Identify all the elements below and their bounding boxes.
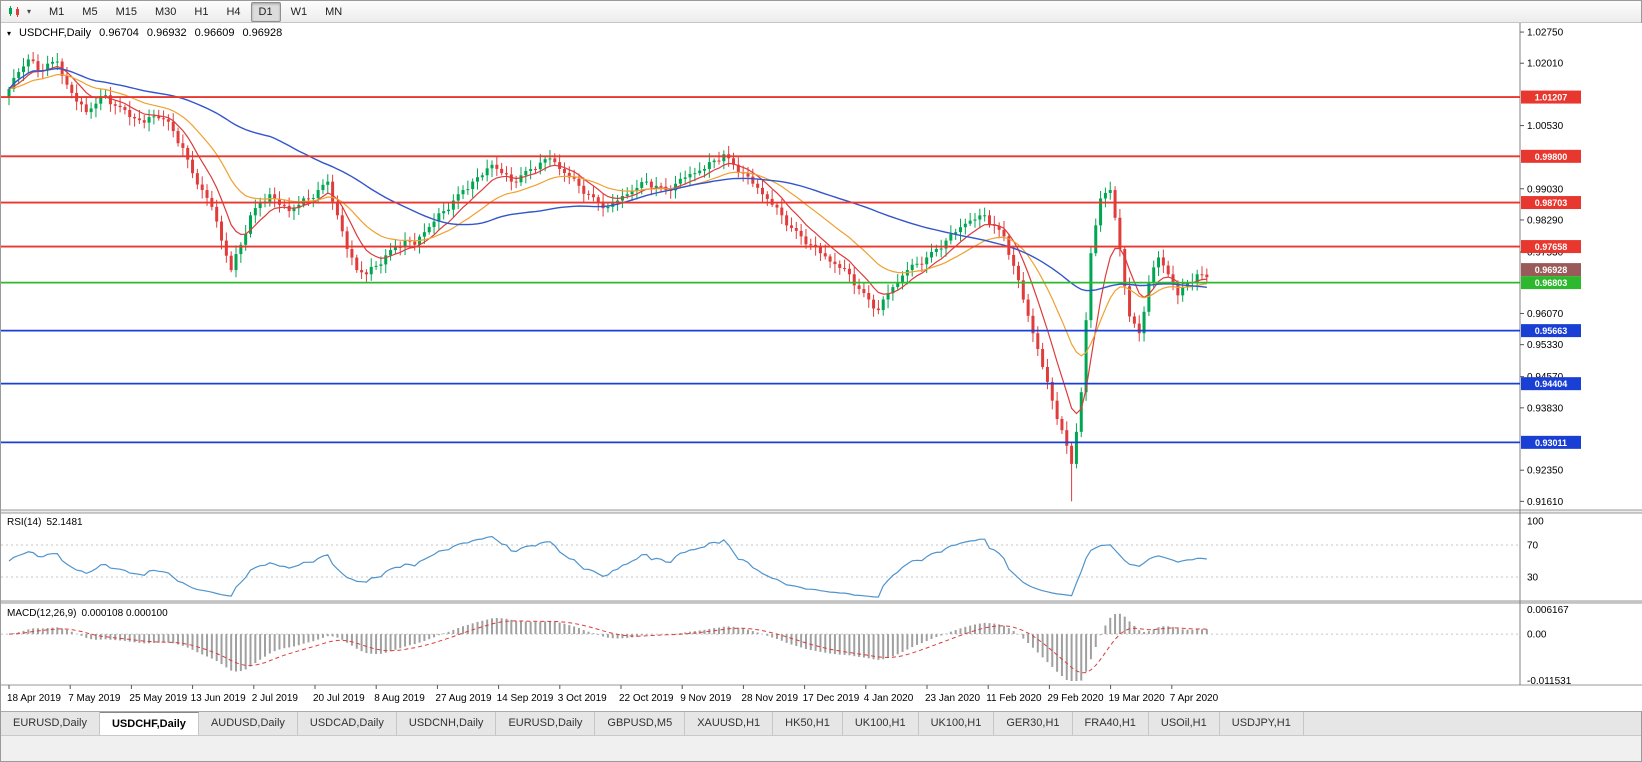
chart-tab-usdchf-daily[interactable]: USDCHF,Daily xyxy=(99,712,199,735)
svg-text:30: 30 xyxy=(1527,573,1539,584)
chart-canvas[interactable]: 1.027501.020101.005300.990300.982900.975… xyxy=(1,23,1642,711)
svg-text:0.97658: 0.97658 xyxy=(1535,242,1568,252)
svg-text:29 Feb 2020: 29 Feb 2020 xyxy=(1047,693,1104,704)
svg-text:1.01207: 1.01207 xyxy=(1535,93,1568,103)
svg-text:0.00: 0.00 xyxy=(1527,630,1547,641)
timeframe-button-m1[interactable]: M1 xyxy=(49,5,65,18)
svg-text:20 Jul 2019: 20 Jul 2019 xyxy=(313,693,365,704)
chart-tab-uk100-h1[interactable]: UK100,H1 xyxy=(918,712,995,735)
svg-text:11 Feb 2020: 11 Feb 2020 xyxy=(986,693,1042,704)
ohlc-close: 0.96928 xyxy=(242,27,283,39)
chart-tab-usdcnh-daily[interactable]: USDCNH,Daily xyxy=(396,712,497,735)
collapse-indicator-icon[interactable]: ▾ xyxy=(7,28,12,38)
timeframe-button-mn[interactable]: MN xyxy=(325,5,343,18)
chart-title: USDCHF,Daily xyxy=(19,27,92,39)
chart-tab-audusd-daily[interactable]: AUDUSD,Daily xyxy=(198,712,298,735)
chart-tab-usdjpy-h1[interactable]: USDJPY,H1 xyxy=(1219,712,1304,735)
macd-indicator-label: MACD(12,26,9) 0.000108 0.000100 xyxy=(7,608,168,619)
chart-tab-eurusd-daily[interactable]: EURUSD,Daily xyxy=(496,712,596,735)
timeframe-button-h4[interactable]: H4 xyxy=(226,5,241,18)
chart-tab-hk50-h1[interactable]: HK50,H1 xyxy=(773,712,843,735)
svg-text:0.92350: 0.92350 xyxy=(1527,466,1564,477)
ohlc-open: 0.96704 xyxy=(99,27,139,39)
svg-text:0.99800: 0.99800 xyxy=(1535,152,1568,162)
svg-text:1.02750: 1.02750 xyxy=(1527,28,1564,39)
chart-tab-xauusd-h1[interactable]: XAUUSD,H1 xyxy=(685,712,774,735)
chart-tab-fra40-h1[interactable]: FRA40,H1 xyxy=(1072,712,1149,735)
timeframe-button-w1[interactable]: W1 xyxy=(290,5,308,18)
svg-text:0.98703: 0.98703 xyxy=(1535,198,1568,208)
svg-text:7 May 2019: 7 May 2019 xyxy=(68,693,121,704)
svg-text:18 Apr 2019: 18 Apr 2019 xyxy=(7,693,61,704)
chart-tab-gbpusd-m5[interactable]: GBPUSD,M5 xyxy=(595,712,686,735)
svg-text:2 Jul 2019: 2 Jul 2019 xyxy=(252,693,299,704)
svg-text:0.95330: 0.95330 xyxy=(1527,340,1564,351)
svg-text:0.96928: 0.96928 xyxy=(1535,265,1568,275)
timeframe-toolbar: ▾ M1 M5 M15 M30 H1 H4 D1 W1 MN xyxy=(1,1,1641,23)
chart-ohlc-header: ▾ USDCHF,Daily 0.96704 0.96932 0.96609 0… xyxy=(7,27,282,39)
ohlc-low: 0.96609 xyxy=(194,27,235,39)
toolbar-dropdown-icon[interactable]: ▾ xyxy=(27,7,32,16)
timeframe-button-h1[interactable]: H1 xyxy=(194,5,209,18)
svg-text:0.96070: 0.96070 xyxy=(1527,309,1564,320)
svg-text:100: 100 xyxy=(1527,517,1544,528)
svg-text:14 Sep 2019: 14 Sep 2019 xyxy=(497,693,554,704)
svg-text:1.02010: 1.02010 xyxy=(1527,59,1564,70)
svg-text:28 Nov 2019: 28 Nov 2019 xyxy=(741,693,798,704)
svg-text:70: 70 xyxy=(1527,541,1539,552)
svg-text:0.94404: 0.94404 xyxy=(1535,379,1568,389)
chart-tab-ger30-h1[interactable]: GER30,H1 xyxy=(994,712,1073,735)
chart-generated-layer: 1.027501.020101.005300.990300.982900.975… xyxy=(1,23,1642,711)
svg-text:4 Jan 2020: 4 Jan 2020 xyxy=(864,693,914,704)
svg-text:0.99030: 0.99030 xyxy=(1527,184,1564,195)
svg-text:23 Jan 2020: 23 Jan 2020 xyxy=(925,693,980,704)
svg-text:13 Jun 2019: 13 Jun 2019 xyxy=(191,693,246,704)
chart-tab-usoil-h1[interactable]: USOil,H1 xyxy=(1148,712,1220,735)
svg-text:0.91610: 0.91610 xyxy=(1527,497,1564,508)
rsi-indicator-label: RSI(14) 52.1481 xyxy=(7,517,83,528)
svg-text:1.00530: 1.00530 xyxy=(1527,121,1564,132)
svg-text:0.96803: 0.96803 xyxy=(1535,278,1568,288)
svg-text:0.93011: 0.93011 xyxy=(1535,438,1567,448)
svg-text:19 Mar 2020: 19 Mar 2020 xyxy=(1109,693,1166,704)
svg-text:9 Nov 2019: 9 Nov 2019 xyxy=(680,693,732,704)
chart-region[interactable]: 1.027501.020101.005300.990300.982900.975… xyxy=(1,23,1642,711)
svg-text:0.93830: 0.93830 xyxy=(1527,403,1564,414)
svg-text:0.95663: 0.95663 xyxy=(1535,326,1568,336)
chart-type-icon[interactable] xyxy=(5,3,25,21)
svg-text:17 Dec 2019: 17 Dec 2019 xyxy=(803,693,860,704)
svg-text:3 Oct 2019: 3 Oct 2019 xyxy=(558,693,607,704)
ohlc-high: 0.96932 xyxy=(146,27,187,39)
svg-text:7 Apr 2020: 7 Apr 2020 xyxy=(1170,693,1219,704)
svg-text:0.006167: 0.006167 xyxy=(1527,605,1569,616)
timeframe-button-d1[interactable]: D1 xyxy=(250,1,281,22)
svg-text:-0.011531: -0.011531 xyxy=(1527,676,1572,687)
status-strip xyxy=(1,735,1641,761)
svg-text:25 May 2019: 25 May 2019 xyxy=(129,693,187,704)
svg-text:0.98290: 0.98290 xyxy=(1527,215,1564,226)
svg-text:22 Oct 2019: 22 Oct 2019 xyxy=(619,693,674,704)
chart-tab-bar: EURUSD,Daily USDCHF,Daily AUDUSD,Daily USDC… xyxy=(1,711,1641,735)
timeframe-button-m5[interactable]: M5 xyxy=(82,5,98,18)
svg-text:27 Aug 2019: 27 Aug 2019 xyxy=(435,693,492,704)
chart-tab-usdcad-daily[interactable]: USDCAD,Daily xyxy=(297,712,397,735)
candlestick-icon xyxy=(9,5,19,17)
chart-tab-uk100-h1[interactable]: UK100,H1 xyxy=(842,712,919,735)
chart-tab-eurusd-daily[interactable]: EURUSD,Daily xyxy=(1,712,100,735)
timeframe-button-m15[interactable]: M15 xyxy=(115,5,137,18)
svg-text:8 Aug 2019: 8 Aug 2019 xyxy=(374,693,425,704)
timeframe-button-group: M1 M5 M15 M30 H1 H4 D1 W1 MN xyxy=(41,1,350,22)
timeframe-button-m30[interactable]: M30 xyxy=(154,5,177,18)
